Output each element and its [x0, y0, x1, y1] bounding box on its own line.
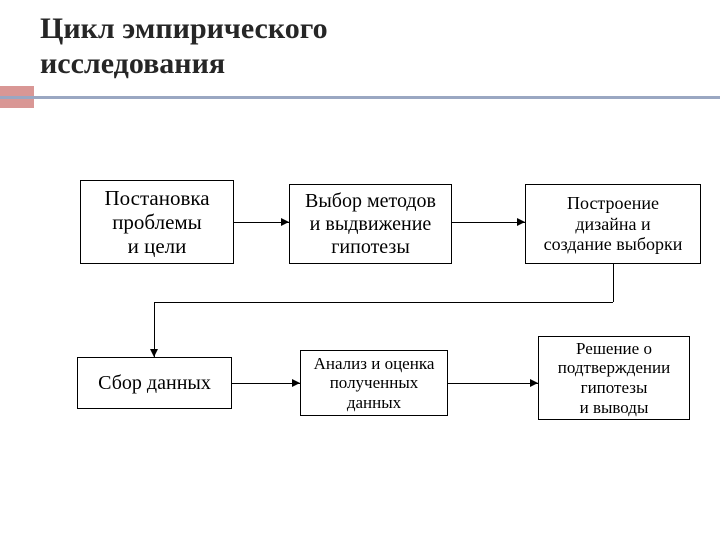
arrow-head-icon: [292, 379, 300, 387]
box-conclude: Решение оподтверждениигипотезыи выводы: [538, 336, 690, 420]
box-problem: Постановкапроблемыи цели: [80, 180, 234, 264]
box-methods: Выбор методови выдвижениегипотезы: [289, 184, 452, 264]
box-label: Постановкапроблемыи цели: [104, 186, 209, 258]
box-label: Анализ и оценкаполученныхданных: [314, 354, 435, 413]
box-label: Выбор методови выдвижениегипотезы: [305, 190, 436, 259]
arrow-segment: [232, 383, 300, 384]
arrow-segment: [613, 264, 614, 302]
slide: Цикл эмпирического исследования Постанов…: [0, 0, 720, 540]
box-design: Построениедизайна исоздание выборки: [525, 184, 701, 264]
arrow-head-icon: [530, 379, 538, 387]
divider-rule: [0, 96, 720, 99]
box-analyze: Анализ и оценкаполученныхданных: [300, 350, 448, 416]
box-label: Построениедизайна исоздание выборки: [544, 193, 683, 255]
box-label: Решение оподтверждениигипотезыи выводы: [558, 339, 670, 417]
arrow-segment: [452, 222, 525, 223]
arrow-head-icon: [150, 349, 158, 357]
page-title: Цикл эмпирического исследования: [40, 12, 328, 81]
title-line-2: исследования: [40, 47, 225, 80]
arrow-segment: [154, 302, 613, 303]
arrow-head-icon: [281, 218, 289, 226]
box-label: Сбор данных: [98, 372, 211, 395]
arrow-segment: [448, 383, 538, 384]
arrow-head-icon: [517, 218, 525, 226]
title-line-1: Цикл эмпирического: [40, 12, 328, 45]
box-collect: Сбор данных: [77, 357, 232, 409]
